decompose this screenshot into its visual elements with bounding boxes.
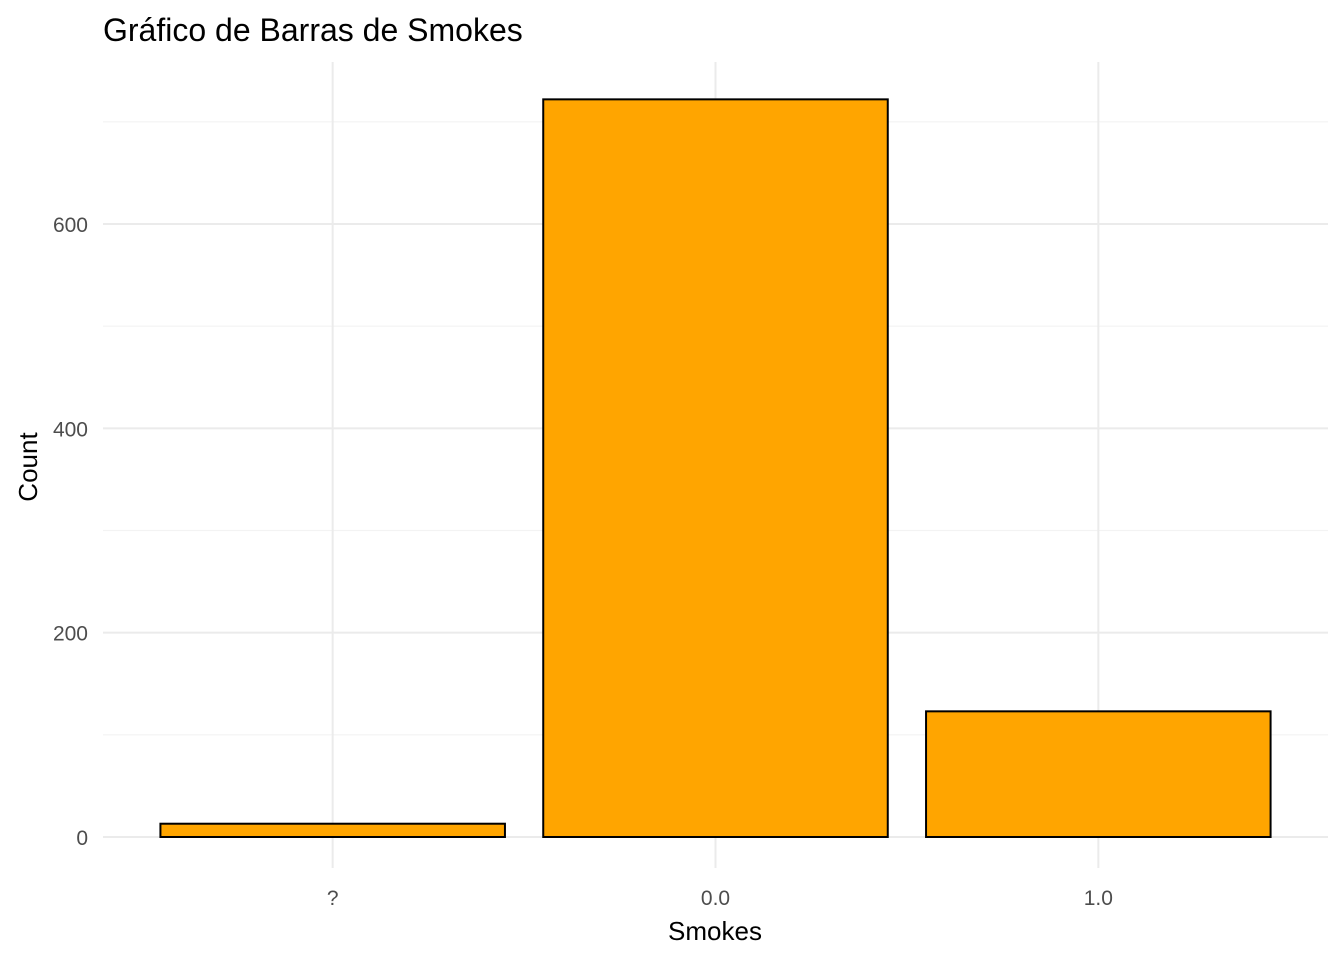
x-tick-label: 1.0 bbox=[1084, 887, 1113, 910]
y-axis-title: Count bbox=[13, 432, 43, 502]
y-tick-label: 400 bbox=[53, 418, 88, 441]
x-tick-label: ? bbox=[327, 887, 339, 910]
y-tick-label: 0 bbox=[76, 827, 88, 850]
chart-title: Gráfico de Barras de Smokes bbox=[103, 12, 523, 48]
bars bbox=[159, 98, 1272, 839]
bar-3 bbox=[925, 710, 1272, 839]
bar-1 bbox=[159, 822, 506, 838]
x-tick-labels: ? 0.0 1.0 bbox=[327, 887, 1113, 910]
y-tick-label: 200 bbox=[53, 623, 88, 646]
x-axis-title: Smokes bbox=[668, 916, 762, 946]
bar-2 bbox=[542, 98, 889, 838]
y-tick-label: 600 bbox=[53, 214, 88, 237]
y-tick-labels: 0 200 400 600 bbox=[53, 214, 88, 850]
x-tick-label: 0.0 bbox=[701, 887, 730, 910]
